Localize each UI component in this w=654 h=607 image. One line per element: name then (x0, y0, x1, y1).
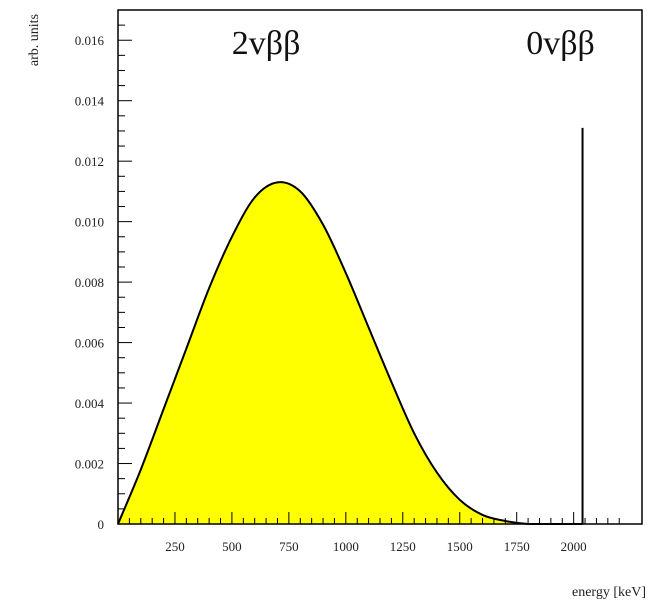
x-tick-label: 1000 (333, 539, 359, 554)
x-tick-label: 1750 (504, 539, 530, 554)
x-axis-ticks: 250 500 750 1000 1250 1500 1750 2000 (128, 512, 643, 554)
y-tick-label: 0.016 (75, 33, 105, 48)
annotation-2vbb: 2vββ (232, 25, 301, 62)
y-tick-label: 0.008 (75, 275, 104, 290)
y-tick-label: 0.014 (75, 94, 105, 109)
plot-area (117, 127, 584, 525)
x-tick-label: 250 (165, 539, 185, 554)
x-tick-label: 1250 (390, 539, 416, 554)
two-neutrino-spectrum-fill (118, 182, 583, 524)
y-tick-label: 0.006 (75, 336, 105, 351)
y-axis-ticks: 0 0.002 0.004 0.006 0.008 0.010 0.012 0.014 0.01… (75, 24, 132, 532)
y-tick-label: 0.012 (75, 154, 104, 169)
y-axis-label: arb. units (27, 14, 42, 66)
y-tick-label: 0.002 (75, 457, 104, 472)
x-tick-label: 1500 (447, 539, 473, 554)
y-tick-label: 0 (98, 517, 105, 532)
two-neutrino-spectrum-curve (117, 181, 583, 525)
annotation-0vbb: 0vββ (526, 25, 595, 62)
y-tick-label: 0.004 (75, 396, 105, 411)
y-tick-label: 0.010 (75, 215, 104, 230)
x-tick-label: 2000 (561, 539, 587, 554)
x-axis-label: energy [keV] (572, 585, 646, 600)
x-tick-label: 500 (222, 539, 242, 554)
x-tick-label: 750 (279, 539, 299, 554)
